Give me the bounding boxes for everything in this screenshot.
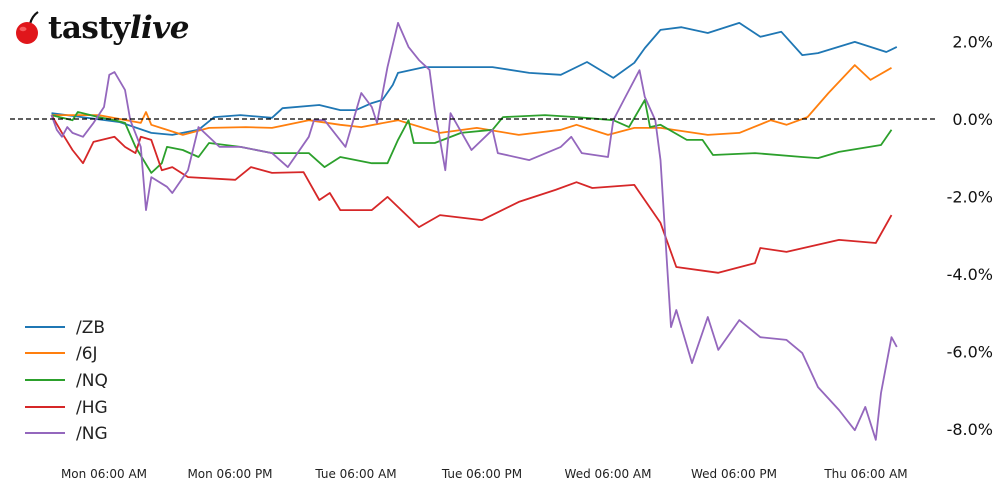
x-tick-label: Tue 06:00 AM xyxy=(314,467,396,481)
series-line-hg xyxy=(50,114,893,274)
series-line-6j xyxy=(51,64,892,136)
y-tick-label: -6.0% xyxy=(947,343,993,362)
x-tick-label: Wed 06:00 PM xyxy=(691,467,777,481)
legend-item: /NG xyxy=(25,424,108,444)
series-layer xyxy=(50,21,898,441)
legend-label: /HG xyxy=(76,398,108,418)
x-axis-ticks: Mon 06:00 AM Mon 06:00 PM Tue 06:00 AM Tue … xyxy=(61,467,908,481)
y-tick-label: -2.0% xyxy=(947,188,993,207)
tastylive-logo: tastylive xyxy=(14,6,190,50)
legend-label: /ZB xyxy=(76,318,105,338)
x-tick-label: Wed 06:00 AM xyxy=(565,467,652,481)
series-line-ng xyxy=(50,21,898,441)
legend-label: /NQ xyxy=(76,371,108,391)
legend-item: /NQ xyxy=(25,371,108,391)
legend-label: /6J xyxy=(76,344,98,364)
legend: /ZB/6J/NQ/HG/NG xyxy=(25,318,108,444)
logo-wordmark: tastylive xyxy=(48,10,190,46)
cherry-icon xyxy=(16,11,39,44)
y-tick-label: -4.0% xyxy=(947,265,993,284)
y-axis-ticks: 2.0% 0.0% -2.0% -4.0% -6.0% -8.0% xyxy=(947,33,993,440)
series-line-zb xyxy=(51,21,898,136)
y-tick-label: 0.0% xyxy=(952,110,993,129)
legend-item: /6J xyxy=(25,344,98,364)
legend-item: /HG xyxy=(25,398,108,418)
series-line-nq xyxy=(51,99,893,174)
y-tick-label: 2.0% xyxy=(952,33,993,52)
y-tick-label: -8.0% xyxy=(947,420,993,439)
x-tick-label: Thu 06:00 AM xyxy=(823,467,907,481)
x-tick-label: Mon 06:00 AM xyxy=(61,467,147,481)
x-tick-label: Tue 06:00 PM xyxy=(441,467,522,481)
legend-item: /ZB xyxy=(25,318,105,338)
legend-label: /NG xyxy=(76,424,108,444)
x-tick-label: Mon 06:00 PM xyxy=(187,467,272,481)
